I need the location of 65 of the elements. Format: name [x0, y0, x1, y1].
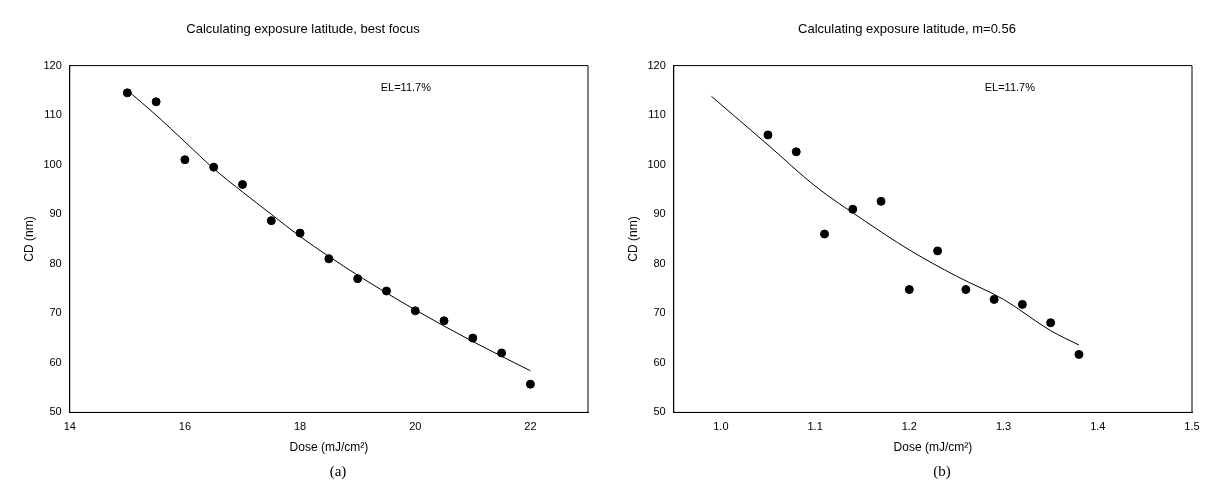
y-tick-label: 80 [653, 256, 666, 269]
chart-title: Calculating exposure latitude, m=0.56 [798, 21, 1016, 37]
y-tick-label: 120 [43, 58, 62, 71]
point [180, 155, 190, 165]
point [820, 229, 830, 239]
point [876, 196, 886, 206]
x-tick-label: 16 [178, 420, 192, 433]
point [468, 333, 478, 343]
y-axis-title: CD (nm) [21, 216, 36, 262]
point [848, 204, 858, 214]
point [295, 228, 305, 238]
y-tick-label: 70 [653, 306, 666, 319]
y-tick-label: 60 [653, 355, 666, 368]
text: (b) [933, 463, 951, 480]
point [1046, 318, 1056, 328]
x-axis-title: Dose (mJ/cm²) [893, 440, 973, 455]
x-tick-label: 14 [63, 420, 76, 433]
point [122, 88, 132, 98]
y-axis-title: CD (nm) [625, 216, 640, 262]
annotation: EL=11.7% [984, 80, 1036, 93]
x-tick-label: 1.0 [713, 420, 729, 433]
x-tick-label: 1.3 [995, 420, 1012, 433]
y-tick-label: 110 [648, 108, 666, 121]
point [791, 147, 801, 157]
point [961, 285, 971, 295]
line-series [710, 95, 1080, 346]
y-tick-label: 60 [49, 355, 62, 368]
x-tick-label: 1.2 [901, 420, 917, 433]
y-tick-label: 90 [653, 207, 666, 220]
point [904, 285, 914, 295]
x-tick-label: 1.5 [1184, 420, 1200, 433]
x-tick-label: 1.4 [1090, 420, 1106, 433]
point [381, 286, 391, 296]
point [209, 162, 219, 172]
point [266, 216, 276, 226]
y-tick-label: 80 [49, 256, 62, 269]
y-tick-label: 100 [43, 157, 62, 170]
point [1074, 349, 1084, 359]
point [238, 180, 247, 189]
y-tick-label: 50 [653, 405, 666, 418]
point [353, 274, 363, 284]
y-tick-label: 100 [647, 157, 666, 170]
point [439, 316, 449, 326]
point [989, 294, 999, 304]
x-axis-title: Dose (mJ/cm²) [289, 440, 369, 455]
x-tick-label: 1.1 [807, 420, 823, 433]
y-tick-label: 120 [647, 58, 666, 71]
point [933, 246, 943, 256]
x-tick-label: 22 [524, 420, 537, 433]
y-tick-label: 70 [49, 306, 62, 319]
point [497, 348, 507, 358]
y-tick-label: 90 [49, 207, 62, 220]
x-tick-label: 20 [409, 420, 422, 433]
point [410, 306, 420, 316]
text: (a) [329, 463, 347, 480]
point [763, 130, 773, 140]
point [324, 254, 334, 264]
annotation: EL=11.7% [380, 80, 432, 93]
x-tick-label: 18 [293, 420, 307, 433]
point [151, 97, 161, 107]
y-tick-label: 50 [49, 405, 62, 418]
y-tick-label: 110 [44, 108, 62, 121]
point [1017, 299, 1027, 309]
point [525, 379, 535, 389]
chart-title: Calculating exposure latitude, best focus [186, 21, 421, 37]
